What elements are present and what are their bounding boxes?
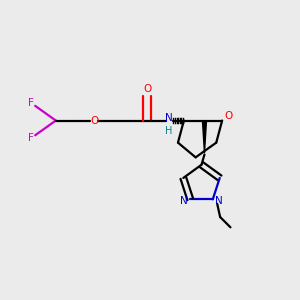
Text: O: O xyxy=(90,116,98,126)
Polygon shape xyxy=(202,122,206,153)
Text: O: O xyxy=(224,111,233,121)
Text: F: F xyxy=(28,98,34,108)
Text: F: F xyxy=(28,133,34,143)
Text: N: N xyxy=(165,112,172,123)
Text: H: H xyxy=(165,126,172,136)
Text: O: O xyxy=(143,84,151,94)
Text: N: N xyxy=(180,196,188,206)
Text: N: N xyxy=(215,196,223,206)
